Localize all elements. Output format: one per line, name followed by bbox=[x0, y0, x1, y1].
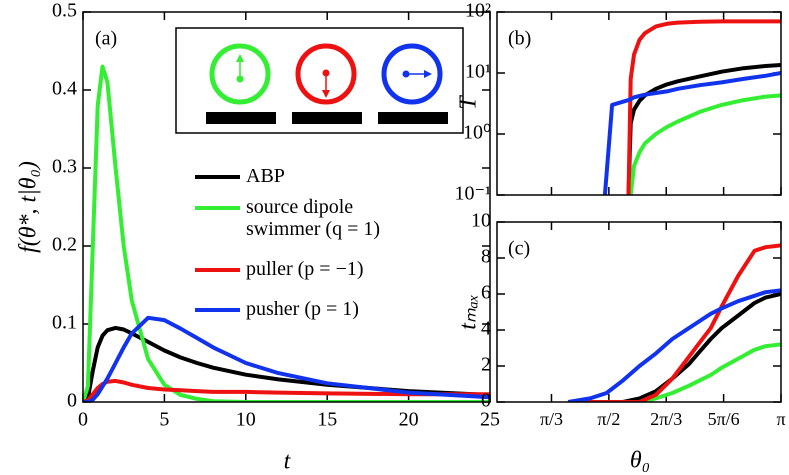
y-tick-label: 10⁻¹ bbox=[454, 183, 491, 205]
legend-entry: puller (p = −1) bbox=[246, 258, 364, 280]
data-line bbox=[568, 292, 781, 402]
data-line bbox=[83, 64, 490, 402]
y-tick-label: 0 bbox=[67, 390, 77, 412]
y-axis-label: T bbox=[456, 95, 482, 110]
legend-label: pusher (p = 1) bbox=[246, 298, 359, 320]
axes-frame bbox=[82, 11, 491, 403]
data-line bbox=[567, 288, 781, 402]
y-tick-label: 0.2 bbox=[52, 234, 77, 256]
y-tick-label: 0 bbox=[481, 390, 491, 412]
x-axis-label: θ₀ bbox=[630, 448, 650, 474]
x-tick-label: 10 bbox=[236, 409, 256, 431]
y-tick-label: 0.4 bbox=[52, 78, 77, 100]
data-line bbox=[602, 71, 781, 195]
data-line bbox=[83, 315, 490, 402]
data-line bbox=[568, 342, 781, 402]
x-tick-label: 5 bbox=[159, 409, 169, 431]
x-tick-label: 0 bbox=[78, 409, 88, 431]
legend-label: source dipole swimmer (q = 1) bbox=[246, 196, 381, 240]
y-tick-label: 10² bbox=[465, 0, 491, 22]
y-axis-label: f(θ*, t|θ₀) bbox=[16, 161, 42, 253]
inset bbox=[175, 27, 464, 134]
data-line bbox=[626, 63, 781, 195]
y-tick-label: 6 bbox=[481, 282, 491, 304]
legend-entry: source dipole swimmer (q = 1) bbox=[246, 196, 381, 240]
legend-entry: ABP bbox=[246, 165, 285, 187]
y-tick-label: 10 bbox=[471, 210, 491, 232]
data-line bbox=[83, 325, 490, 402]
x-tick-label: 25 bbox=[480, 409, 500, 431]
x-tick-label: 2π/3 bbox=[650, 409, 682, 429]
axes-frame bbox=[496, 221, 782, 403]
y-axis-label: tₘₐₓ bbox=[456, 294, 482, 329]
x-axis-label: t bbox=[284, 449, 292, 475]
x-tick-label: π/3 bbox=[540, 409, 563, 429]
x-tick-label: π/2 bbox=[597, 409, 620, 429]
panel-label: (b) bbox=[508, 28, 531, 50]
y-tick-label: 10¹ bbox=[465, 61, 491, 83]
x-tick-label: 5π/6 bbox=[708, 409, 740, 429]
legend-label: ABP bbox=[246, 165, 285, 187]
y-tick-label: 8 bbox=[481, 246, 491, 268]
x-tick-label: π bbox=[776, 409, 785, 429]
x-tick-label: 20 bbox=[399, 409, 419, 431]
data-line bbox=[568, 243, 781, 402]
data-line bbox=[626, 19, 781, 195]
y-tick-label: 2 bbox=[481, 354, 491, 376]
data-line bbox=[628, 93, 781, 195]
panel-label: (a) bbox=[95, 28, 117, 50]
panel-label: (c) bbox=[508, 238, 530, 260]
y-tick-label: 10⁰ bbox=[463, 122, 491, 144]
y-tick-label: 0.5 bbox=[52, 0, 77, 22]
data-line bbox=[83, 378, 490, 402]
y-tick-label: 0.1 bbox=[52, 312, 77, 334]
x-tick-label: 15 bbox=[317, 409, 337, 431]
axes-frame bbox=[496, 11, 782, 196]
y-tick-label: 0.3 bbox=[52, 156, 77, 178]
legend-entry: pusher (p = 1) bbox=[246, 298, 359, 320]
legend-label: puller (p = −1) bbox=[246, 258, 364, 280]
y-tick-label: 4 bbox=[481, 318, 491, 340]
